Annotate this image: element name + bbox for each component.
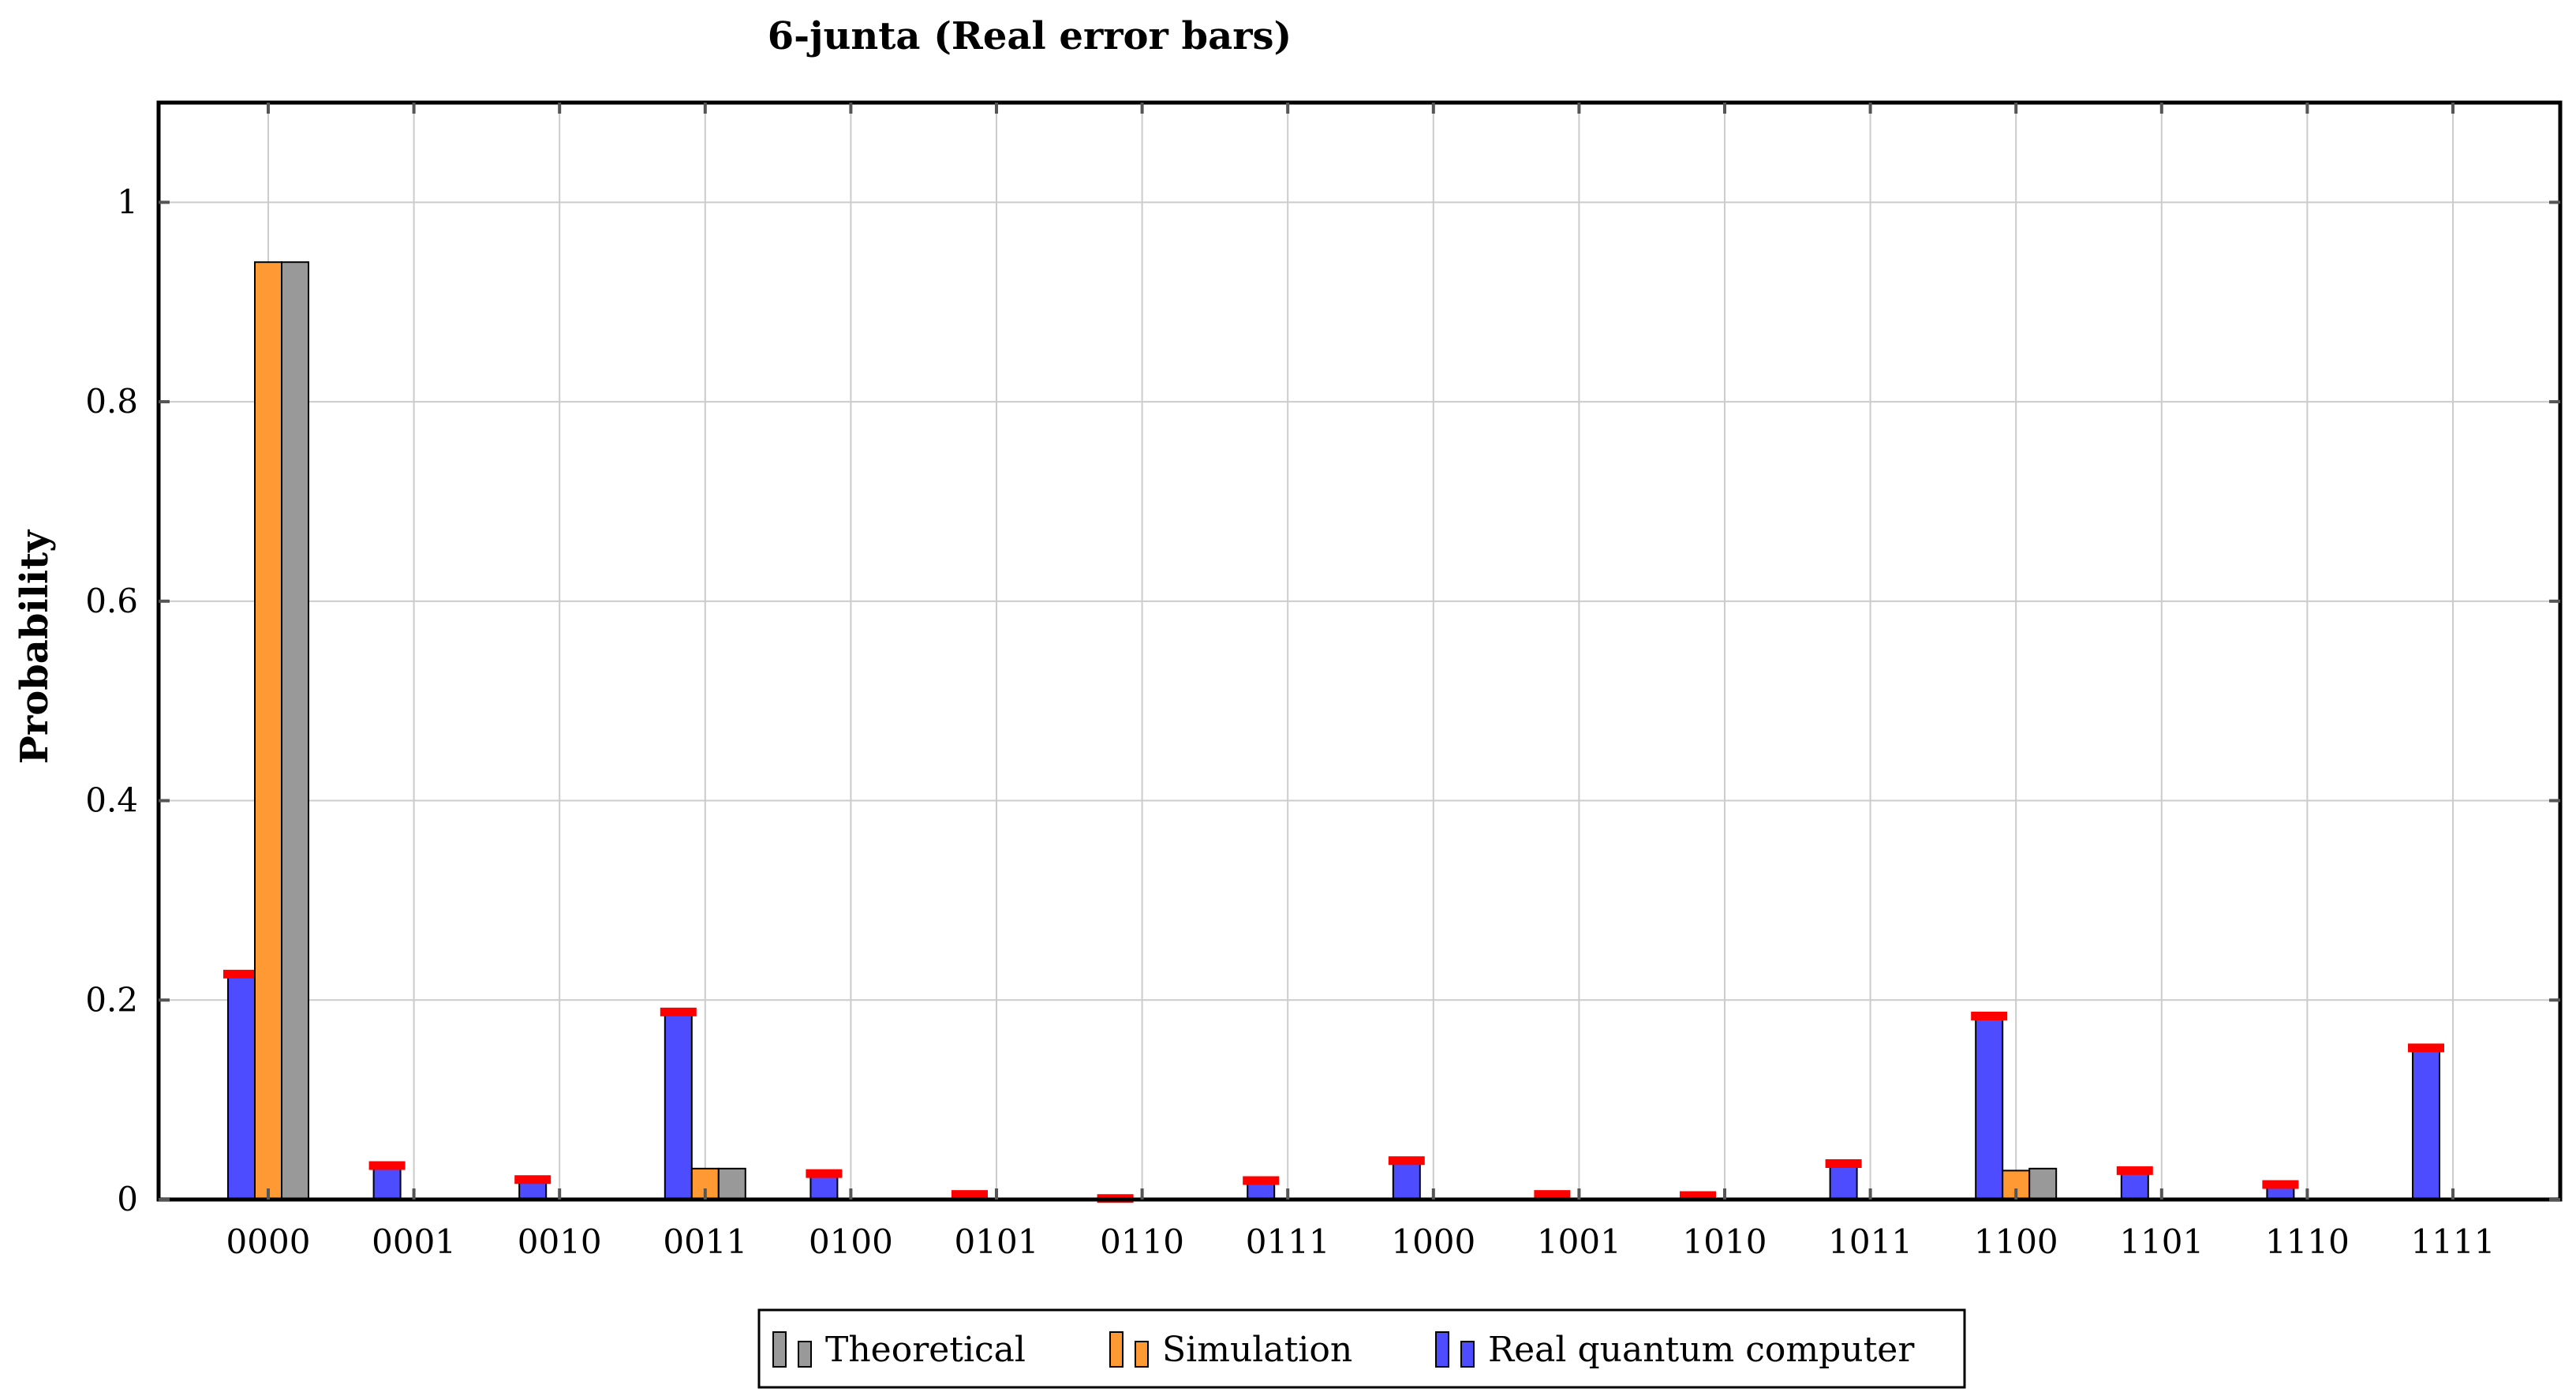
bar	[664, 1011, 693, 1201]
bar	[372, 1165, 402, 1201]
x-tick-label: 1010	[1683, 1222, 1767, 1261]
legend-swatch	[1435, 1331, 1449, 1368]
y-axis-label: Probability	[13, 529, 57, 765]
x-tick-label: 0010	[518, 1222, 602, 1261]
legend-item: Theoretical	[772, 1330, 1026, 1370]
bar	[2120, 1170, 2149, 1200]
bar	[254, 261, 282, 1201]
legend-swatch	[1460, 1341, 1475, 1368]
legend-label: Real quantum computer	[1488, 1330, 1915, 1370]
y-tick-label: 0.6	[85, 582, 138, 620]
legend-swatch	[1135, 1341, 1149, 1368]
bar	[1975, 1015, 2004, 1201]
bar	[1829, 1162, 1858, 1200]
x-tick-label: 0000	[226, 1222, 311, 1261]
legend: Theoretical Simulation Real quantum comput…	[757, 1308, 1966, 1389]
legend-swatch	[798, 1341, 812, 1368]
bar	[2028, 1167, 2058, 1200]
x-tick-label: 0001	[372, 1222, 456, 1261]
legend-label: Theoretical	[825, 1330, 1026, 1370]
x-tick-label: 1110	[2265, 1222, 2350, 1261]
bar	[1392, 1159, 1421, 1200]
legend-item: Real quantum computer	[1435, 1330, 1915, 1370]
chart-title: 6-junta (Real error bars)	[768, 14, 1292, 58]
y-tick-label: 0.4	[85, 781, 138, 820]
x-tick-label: 0011	[663, 1222, 747, 1261]
x-tick-label: 1001	[1537, 1222, 1621, 1261]
legend-item: Simulation	[1109, 1330, 1352, 1370]
legend-swatch	[772, 1331, 787, 1368]
legend-label: Simulation	[1162, 1330, 1352, 1370]
x-tick-label: 0111	[1246, 1222, 1330, 1261]
x-tick-label: 1000	[1391, 1222, 1475, 1261]
y-tick-label: 0.8	[85, 382, 138, 421]
x-tick-label: 1100	[1974, 1222, 2058, 1261]
x-tick-label: 1011	[1828, 1222, 1912, 1261]
bar	[717, 1167, 746, 1200]
y-tick-label: 0	[117, 1180, 138, 1218]
x-tick-label: 1101	[2119, 1222, 2204, 1261]
bar	[227, 973, 256, 1201]
bar	[281, 261, 309, 1201]
x-tick-label: 0110	[1100, 1222, 1184, 1261]
grid-lines	[159, 103, 2560, 1200]
x-tick-label: 0100	[809, 1222, 893, 1261]
y-tick-label: 1	[117, 182, 138, 221]
plot-frame	[156, 100, 2563, 1202]
bar	[2412, 1046, 2440, 1200]
x-tick-label: 1111	[2411, 1222, 2496, 1261]
y-tick-label: 0.2	[85, 980, 138, 1019]
x-tick-label: 0101	[955, 1222, 1039, 1261]
bars-layer	[223, 261, 2444, 1203]
legend-swatch	[1109, 1331, 1123, 1368]
legend-box	[757, 1308, 1966, 1389]
